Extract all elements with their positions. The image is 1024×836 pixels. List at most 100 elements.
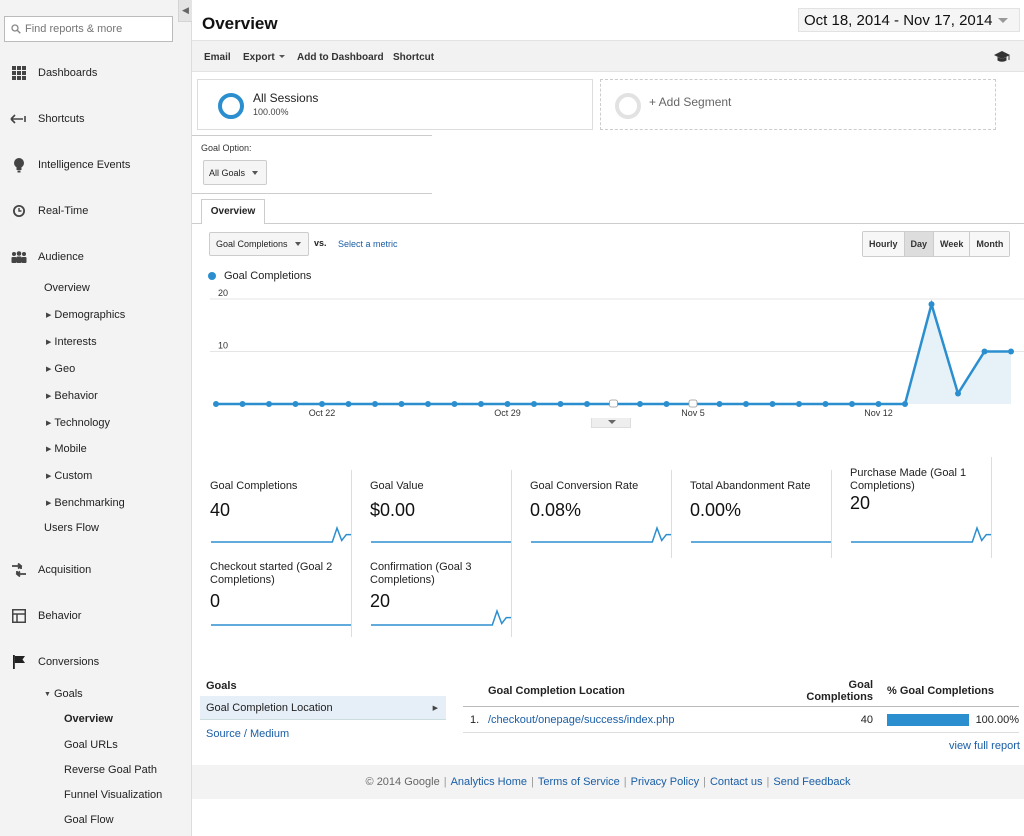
expand-triangle-icon: ▶ xyxy=(46,446,52,453)
audience-item-benchmarking[interactable]: ▶ Benchmarking xyxy=(46,497,125,509)
goals-item-goal-urls[interactable]: Goal URLs xyxy=(64,739,118,751)
date-range-picker[interactable]: Oct 18, 2014 - Nov 17, 2014 xyxy=(798,8,1020,32)
audience-item-users-flow[interactable]: Users Flow xyxy=(44,522,100,534)
search-box[interactable] xyxy=(4,16,173,42)
collapse-triangle-icon: ▼ xyxy=(44,691,51,698)
data-point xyxy=(557,401,564,407)
scorecard-value: $0.00 xyxy=(370,500,416,520)
footer-link-analytics-home[interactable]: Analytics Home xyxy=(450,776,527,788)
goals-dimension-source-medium[interactable]: Source / Medium xyxy=(206,728,290,740)
view-full-report-link[interactable]: view full report xyxy=(949,740,1020,752)
footer: © 2014 Google | Analytics Home | Terms of … xyxy=(192,765,1024,799)
column-header-location[interactable]: Goal Completion Location xyxy=(488,685,625,697)
sparkline xyxy=(531,526,671,543)
sparkline xyxy=(211,624,351,626)
data-point xyxy=(716,401,723,407)
graduation-cap-icon[interactable] xyxy=(993,50,1011,63)
sidebar: ◀ Dashboards Shortcuts Intelligence Even… xyxy=(0,0,192,836)
goals-item-overview[interactable]: Overview xyxy=(64,713,113,725)
scorecard-goal-completions[interactable]: Goal Completions 40 xyxy=(192,470,352,558)
scorecard-confirmation[interactable]: Confirmation (Goal 3 Completions) 20 xyxy=(352,555,512,637)
column-header-completions[interactable]: Goal Completions xyxy=(806,679,873,703)
nav-dashboards[interactable]: Dashboards xyxy=(0,62,192,84)
nav-shortcuts[interactable]: Shortcuts xyxy=(0,108,192,130)
footer-link-contact[interactable]: Contact us xyxy=(709,776,763,788)
nav-label: Dashboards xyxy=(38,67,98,79)
period-hourly-button[interactable]: Hourly xyxy=(863,232,904,256)
tab-overview[interactable]: Overview xyxy=(201,199,265,224)
column-header-pct[interactable]: % Goal Completions xyxy=(887,685,994,697)
nav-label: Real-Time xyxy=(38,205,89,217)
goals-item-funnel-visualization[interactable]: Funnel Visualization xyxy=(64,789,163,801)
annotation-marker-icon xyxy=(609,399,618,408)
footer-link-feedback[interactable]: Send Feedback xyxy=(773,776,851,788)
nav-audience[interactable]: Audience xyxy=(0,246,192,268)
goal-option-select[interactable]: All Goals xyxy=(203,160,267,185)
nav-real-time[interactable]: Real-Time xyxy=(0,200,192,222)
audience-item-mobile[interactable]: ▶ Mobile xyxy=(46,443,87,455)
grid-icon xyxy=(0,66,38,80)
data-point xyxy=(531,401,537,407)
audience-item-custom[interactable]: ▶ Custom xyxy=(46,470,93,482)
scorecard-goal-conversion-rate[interactable]: Goal Conversion Rate 0.08% xyxy=(512,470,672,558)
goals-dimension-location[interactable]: Goal Completion Location ▶ xyxy=(200,696,446,720)
data-point xyxy=(372,401,378,407)
nav-acquisition[interactable]: Acquisition xyxy=(0,559,192,581)
goal-completions-chart: 20 10 Oct 22 Oct 29 Nov 5 Nov 12 xyxy=(210,288,1024,416)
period-month-button[interactable]: Month xyxy=(969,232,1010,256)
chart-collapse-button[interactable] xyxy=(591,418,631,428)
audience-item-overview[interactable]: Overview xyxy=(44,282,90,294)
scorecard-value: 20 xyxy=(370,591,391,611)
segment-ring-icon xyxy=(218,93,244,119)
segment-all-sessions[interactable]: All Sessions 100.00% xyxy=(197,79,593,130)
row-location-link[interactable]: /checkout/onepage/success/index.php xyxy=(488,714,675,726)
audience-item-geo[interactable]: ▶ Geo xyxy=(46,363,76,375)
data-point xyxy=(928,301,935,308)
footer-link-terms[interactable]: Terms of Service xyxy=(537,776,620,788)
email-button[interactable]: Email xyxy=(204,52,231,63)
nav-behavior[interactable]: Behavior xyxy=(0,605,192,627)
export-button[interactable]: Export xyxy=(243,52,285,63)
page-title: Overview xyxy=(202,14,278,33)
sparkline-path xyxy=(211,526,351,543)
data-point xyxy=(266,401,272,407)
data-point xyxy=(239,401,246,407)
nav-conversions[interactable]: Conversions xyxy=(0,651,192,673)
chevron-right-icon: ▶ xyxy=(432,704,438,712)
audience-item-interests[interactable]: ▶ Interests xyxy=(46,336,97,348)
expand-triangle-icon: ▶ xyxy=(46,500,52,507)
add-to-dashboard-button[interactable]: Add to Dashboard xyxy=(297,52,384,63)
period-toggle: Hourly Day Week Month xyxy=(862,231,1011,257)
goals-item-reverse-goal-path[interactable]: Reverse Goal Path xyxy=(64,764,157,776)
audience-item-technology[interactable]: ▶ Technology xyxy=(46,417,111,429)
arrows-icon xyxy=(0,563,38,577)
search-icon xyxy=(11,24,21,34)
audience-item-behavior[interactable]: ▶ Behavior xyxy=(46,390,98,402)
shortcut-button[interactable]: Shortcut xyxy=(393,52,435,63)
data-point xyxy=(478,401,484,407)
scorecard-total-abandonment-rate[interactable]: Total Abandonment Rate 0.00% xyxy=(672,470,832,558)
scorecard-value: 40 xyxy=(210,500,231,520)
vs-label: vs. xyxy=(314,238,327,248)
search-input[interactable] xyxy=(25,23,165,35)
data-point xyxy=(822,401,829,407)
add-segment-button[interactable]: + Add Segment xyxy=(600,79,996,130)
scorecard-label: Goal Conversion Rate xyxy=(530,480,639,492)
audience-item-demographics[interactable]: ▶ Demographics xyxy=(46,309,126,321)
scorecard-checkout-started[interactable]: Checkout started (Goal 2 Completions) 0 xyxy=(192,555,352,637)
period-week-button[interactable]: Week xyxy=(933,232,970,256)
period-day-button[interactable]: Day xyxy=(903,232,934,256)
nav-intelligence-events[interactable]: Intelligence Events xyxy=(0,154,192,176)
conversions-goals[interactable]: ▼ Goals xyxy=(44,688,83,700)
select-metric-link[interactable]: Select a metric xyxy=(338,239,398,249)
collapse-sidebar-button[interactable]: ◀ xyxy=(178,0,192,22)
scorecard-value: 0 xyxy=(210,591,221,611)
metric-select[interactable]: Goal Completions xyxy=(209,232,309,256)
data-point xyxy=(849,401,855,407)
scorecard-purchase-made[interactable]: Purchase Made (Goal 1 Completions) 20 xyxy=(832,457,992,558)
flag-icon xyxy=(0,655,38,669)
goals-item-goal-flow[interactable]: Goal Flow xyxy=(64,814,114,826)
scorecard-goal-value[interactable]: Goal Value $0.00 xyxy=(352,470,512,558)
empty-ring-icon xyxy=(615,93,641,119)
footer-link-privacy[interactable]: Privacy Policy xyxy=(630,776,700,788)
